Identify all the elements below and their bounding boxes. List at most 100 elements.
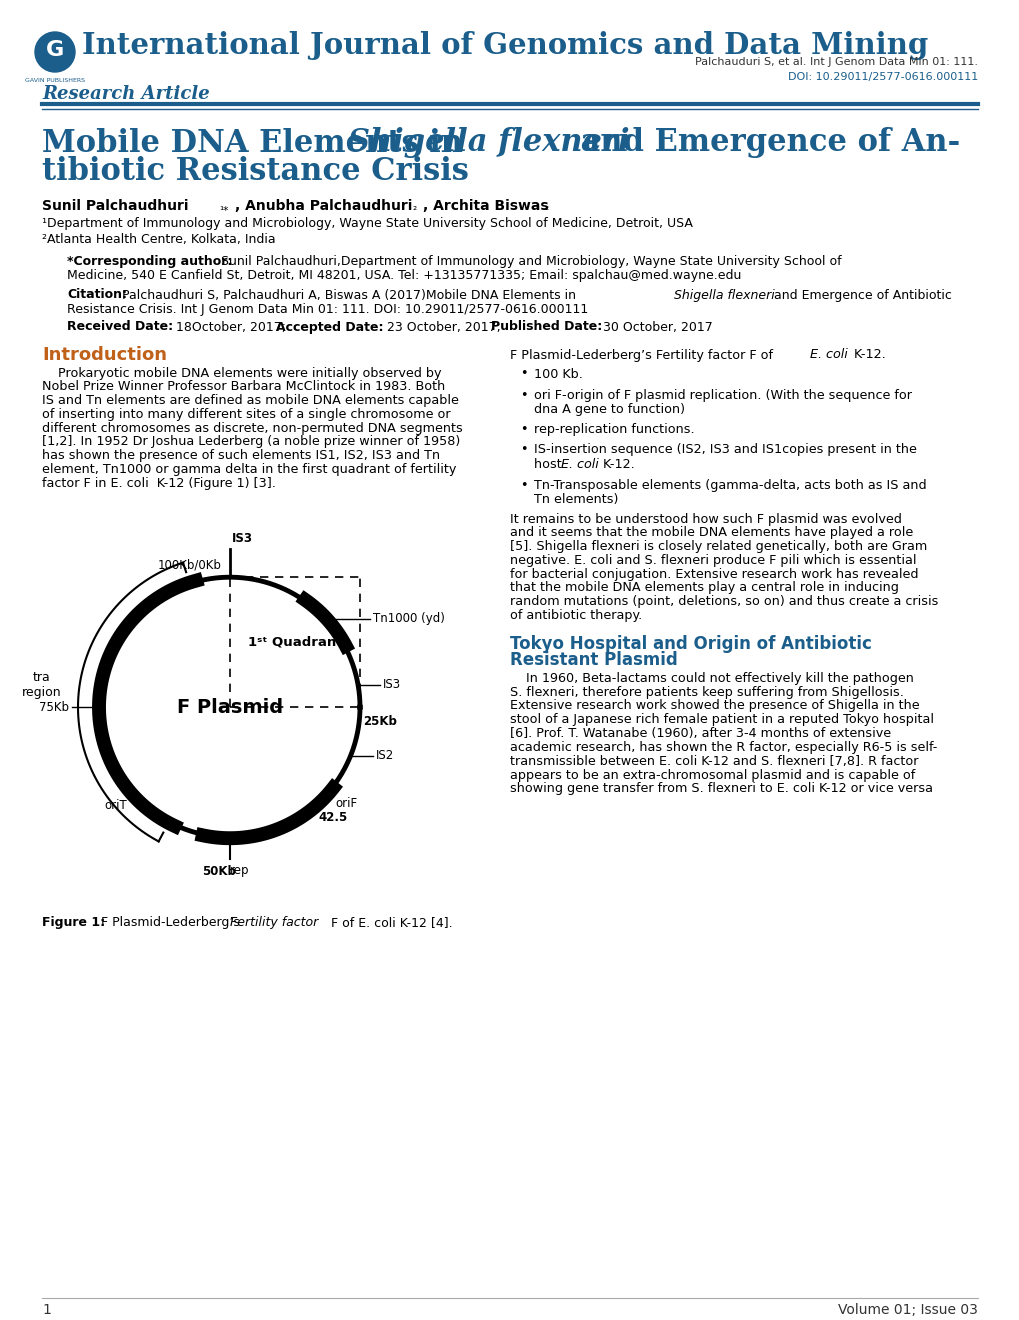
Text: of antibiotic therapy.: of antibiotic therapy. bbox=[510, 609, 642, 622]
Text: Volume 01; Issue 03: Volume 01; Issue 03 bbox=[838, 1303, 977, 1317]
Text: Accepted Date:: Accepted Date: bbox=[276, 321, 383, 334]
Text: Mobile DNA Elements in: Mobile DNA Elements in bbox=[42, 128, 473, 158]
Text: •: • bbox=[520, 367, 527, 380]
Text: Shigella flexneri: Shigella flexneri bbox=[347, 128, 629, 158]
Text: Sunil Palchaudhuri,Department of Immunology and Microbiology, Wayne State Univer: Sunil Palchaudhuri,Department of Immunol… bbox=[217, 256, 841, 268]
Text: Shigella flexneri: Shigella flexneri bbox=[674, 289, 774, 301]
Text: rep: rep bbox=[230, 863, 250, 876]
Text: F Plasmid: F Plasmid bbox=[176, 698, 283, 717]
Text: ²: ² bbox=[412, 206, 416, 216]
Text: and it seems that the mobile DNA elements have played a role: and it seems that the mobile DNA element… bbox=[510, 527, 912, 540]
Text: ²: ² bbox=[543, 206, 547, 216]
Text: [5]. Shigella flexneri is closely related genetically, both are Gram: [5]. Shigella flexneri is closely relate… bbox=[510, 540, 926, 553]
Text: 30 October, 2017: 30 October, 2017 bbox=[598, 321, 712, 334]
Text: and Emergence of Antibiotic: and Emergence of Antibiotic bbox=[769, 289, 951, 301]
Text: K-12.: K-12. bbox=[849, 348, 884, 362]
Text: for bacterial conjugation. Extensive research work has revealed: for bacterial conjugation. Extensive res… bbox=[510, 568, 917, 581]
Text: •: • bbox=[520, 444, 527, 457]
Text: transmissible between E. coli K-12 and S. flexneri [7,8]. R factor: transmissible between E. coli K-12 and S… bbox=[510, 755, 917, 768]
Text: Introduction: Introduction bbox=[42, 346, 167, 364]
Text: 1ˢᵗ Quadrant: 1ˢᵗ Quadrant bbox=[248, 636, 342, 648]
Text: E. coli: E. coli bbox=[809, 348, 847, 362]
Text: [1,2]. In 1952 Dr Joshua Lederberg (a noble prize winner of 1958): [1,2]. In 1952 Dr Joshua Lederberg (a no… bbox=[42, 436, 460, 449]
Text: oriF: oriF bbox=[335, 797, 358, 810]
Text: F of E. coli K-12 [4].: F of E. coli K-12 [4]. bbox=[327, 916, 452, 929]
Text: 100Kb/0Kb: 100Kb/0Kb bbox=[158, 558, 222, 572]
Text: region: region bbox=[22, 685, 62, 698]
Text: stool of a Japanese rich female patient in a reputed Tokyo hospital: stool of a Japanese rich female patient … bbox=[510, 713, 933, 726]
Text: Prokaryotic mobile DNA elements were initially observed by: Prokaryotic mobile DNA elements were ini… bbox=[42, 367, 441, 380]
Text: dna A gene to function): dna A gene to function) bbox=[534, 403, 685, 416]
Text: appears to be an extra-chromosomal plasmid and is capable of: appears to be an extra-chromosomal plasm… bbox=[510, 768, 914, 781]
Text: 50Kb: 50Kb bbox=[202, 865, 235, 878]
Text: F Plasmid-Lederberg’s Fertility factor F of: F Plasmid-Lederberg’s Fertility factor F… bbox=[510, 348, 776, 362]
Text: Tn elements): Tn elements) bbox=[534, 492, 618, 506]
Text: random mutations (point, deletions, so on) and thus create a crisis: random mutations (point, deletions, so o… bbox=[510, 595, 937, 609]
Text: showing gene transfer from S. flexneri to E. coli K-12 or vice versa: showing gene transfer from S. flexneri t… bbox=[510, 783, 932, 795]
Text: Tn-Transposable elements (gamma-delta, acts both as IS and: Tn-Transposable elements (gamma-delta, a… bbox=[534, 479, 925, 491]
Text: 42.5: 42.5 bbox=[318, 812, 346, 824]
Text: IS2: IS2 bbox=[375, 750, 393, 763]
Text: Sunil Palchaudhuri: Sunil Palchaudhuri bbox=[42, 199, 189, 213]
Text: Citation:: Citation: bbox=[67, 289, 127, 301]
Text: Palchaudhuri S, Palchaudhuri A, Biswas A (2017)Mobile DNA Elements in: Palchaudhuri S, Palchaudhuri A, Biswas A… bbox=[122, 289, 580, 301]
Text: Fertility factor: Fertility factor bbox=[229, 916, 318, 929]
Text: rep-replication functions.: rep-replication functions. bbox=[534, 422, 694, 436]
Text: ori F-origin of F plasmid replication. (With the sequence for: ori F-origin of F plasmid replication. (… bbox=[534, 388, 911, 401]
Text: F Plasmid-Lederberg’s: F Plasmid-Lederberg’s bbox=[97, 916, 244, 929]
Text: G: G bbox=[46, 40, 64, 59]
Text: ¹*: ¹* bbox=[219, 206, 228, 216]
Text: •: • bbox=[520, 388, 527, 401]
Text: E. coli: E. coli bbox=[560, 458, 598, 470]
Text: *Corresponding author:: *Corresponding author: bbox=[67, 256, 232, 268]
Text: 18October, 2017;: 18October, 2017; bbox=[172, 321, 289, 334]
Text: IS and Tn elements are defined as mobile DNA elements capable: IS and Tn elements are defined as mobile… bbox=[42, 395, 459, 407]
Text: ¹Department of Immunology and Microbiology, Wayne State University School of Med: ¹Department of Immunology and Microbiolo… bbox=[42, 218, 692, 231]
Text: oriT: oriT bbox=[104, 799, 126, 812]
Text: [6]. Prof. T. Watanabe (1960), after 3-4 months of extensive: [6]. Prof. T. Watanabe (1960), after 3-4… bbox=[510, 727, 891, 741]
Text: •: • bbox=[520, 422, 527, 436]
Text: Palchauduri S, et al. Int J Genom Data Min 01: 111.: Palchauduri S, et al. Int J Genom Data M… bbox=[694, 57, 977, 67]
Text: 1: 1 bbox=[42, 1303, 51, 1317]
Text: host: host bbox=[534, 458, 566, 470]
Text: tibiotic Resistance Crisis: tibiotic Resistance Crisis bbox=[42, 157, 469, 187]
Text: Resistance Crisis. Int J Genom Data Min 01: 111. DOI: 10.29011/2577-0616.000111: Resistance Crisis. Int J Genom Data Min … bbox=[67, 302, 588, 315]
Text: DOI: 10.29011/2577-0616.000111: DOI: 10.29011/2577-0616.000111 bbox=[787, 73, 977, 82]
Text: ²Atlanta Health Centre, Kolkata, India: ²Atlanta Health Centre, Kolkata, India bbox=[42, 234, 275, 247]
Text: and Emergence of An-: and Emergence of An- bbox=[570, 128, 959, 158]
Text: Received Date:: Received Date: bbox=[67, 321, 173, 334]
Text: International Journal of Genomics and Data Mining: International Journal of Genomics and Da… bbox=[82, 30, 927, 59]
Text: 75Kb: 75Kb bbox=[39, 701, 69, 714]
Text: IS3: IS3 bbox=[231, 532, 253, 545]
Text: GAVIN PUBLISHERS: GAVIN PUBLISHERS bbox=[25, 78, 85, 82]
Text: , Archita Biswas: , Archita Biswas bbox=[423, 199, 548, 213]
Text: •: • bbox=[520, 479, 527, 491]
Text: , Anubha Palchaudhuri: , Anubha Palchaudhuri bbox=[234, 199, 412, 213]
Text: Tn1000 (yd): Tn1000 (yd) bbox=[372, 612, 444, 626]
Text: Tokyo Hospital and Origin of Antibiotic: Tokyo Hospital and Origin of Antibiotic bbox=[510, 635, 871, 653]
Text: Published Date:: Published Date: bbox=[490, 321, 601, 334]
Text: K-12.: K-12. bbox=[598, 458, 634, 470]
Text: 100 Kb.: 100 Kb. bbox=[534, 367, 582, 380]
Text: Medicine, 540 E Canfield St, Detroit, MI 48201, USA. Tel: +13135771335; Email: s: Medicine, 540 E Canfield St, Detroit, MI… bbox=[67, 269, 741, 282]
Text: IS3: IS3 bbox=[383, 678, 400, 692]
Text: has shown the presence of such elements IS1, IS2, IS3 and Tn: has shown the presence of such elements … bbox=[42, 449, 439, 462]
Text: 23 October, 2017;: 23 October, 2017; bbox=[382, 321, 504, 334]
Text: Figure 1:: Figure 1: bbox=[42, 916, 105, 929]
Text: 25Kb: 25Kb bbox=[363, 714, 396, 727]
Text: academic research, has shown the R factor, especially R6-5 is self-: academic research, has shown the R facto… bbox=[510, 741, 936, 754]
Text: IS-insertion sequence (IS2, IS3 and IS1copies present in the: IS-insertion sequence (IS2, IS3 and IS1c… bbox=[534, 444, 916, 457]
Text: Resistant Plasmid: Resistant Plasmid bbox=[510, 651, 677, 669]
Text: In 1960, Beta-lactams could not effectively kill the pathogen: In 1960, Beta-lactams could not effectiv… bbox=[510, 672, 913, 685]
Text: of inserting into many different sites of a single chromosome or: of inserting into many different sites o… bbox=[42, 408, 450, 421]
Circle shape bbox=[35, 32, 75, 73]
Text: Nobel Prize Winner Professor Barbara McClintock in 1983. Both: Nobel Prize Winner Professor Barbara McC… bbox=[42, 380, 445, 393]
Text: different chromosomes as discrete, non-permuted DNA segments: different chromosomes as discrete, non-p… bbox=[42, 421, 463, 434]
Text: Extensive research work showed the presence of Shigella in the: Extensive research work showed the prese… bbox=[510, 700, 919, 713]
Text: element, Tn1000 or gamma delta in the first quadrant of fertility: element, Tn1000 or gamma delta in the fi… bbox=[42, 463, 455, 477]
Text: tra: tra bbox=[33, 671, 51, 684]
Text: factor F in E. coli  K-12 (Figure 1) [3].: factor F in E. coli K-12 (Figure 1) [3]. bbox=[42, 477, 275, 490]
Text: negative. E. coli and S. flexneri produce F pili which is essential: negative. E. coli and S. flexneri produc… bbox=[510, 554, 916, 566]
Text: S. flexneri, therefore patients keep suffering from Shigellosis.: S. flexneri, therefore patients keep suf… bbox=[510, 685, 903, 698]
Text: Research Article: Research Article bbox=[42, 84, 210, 103]
